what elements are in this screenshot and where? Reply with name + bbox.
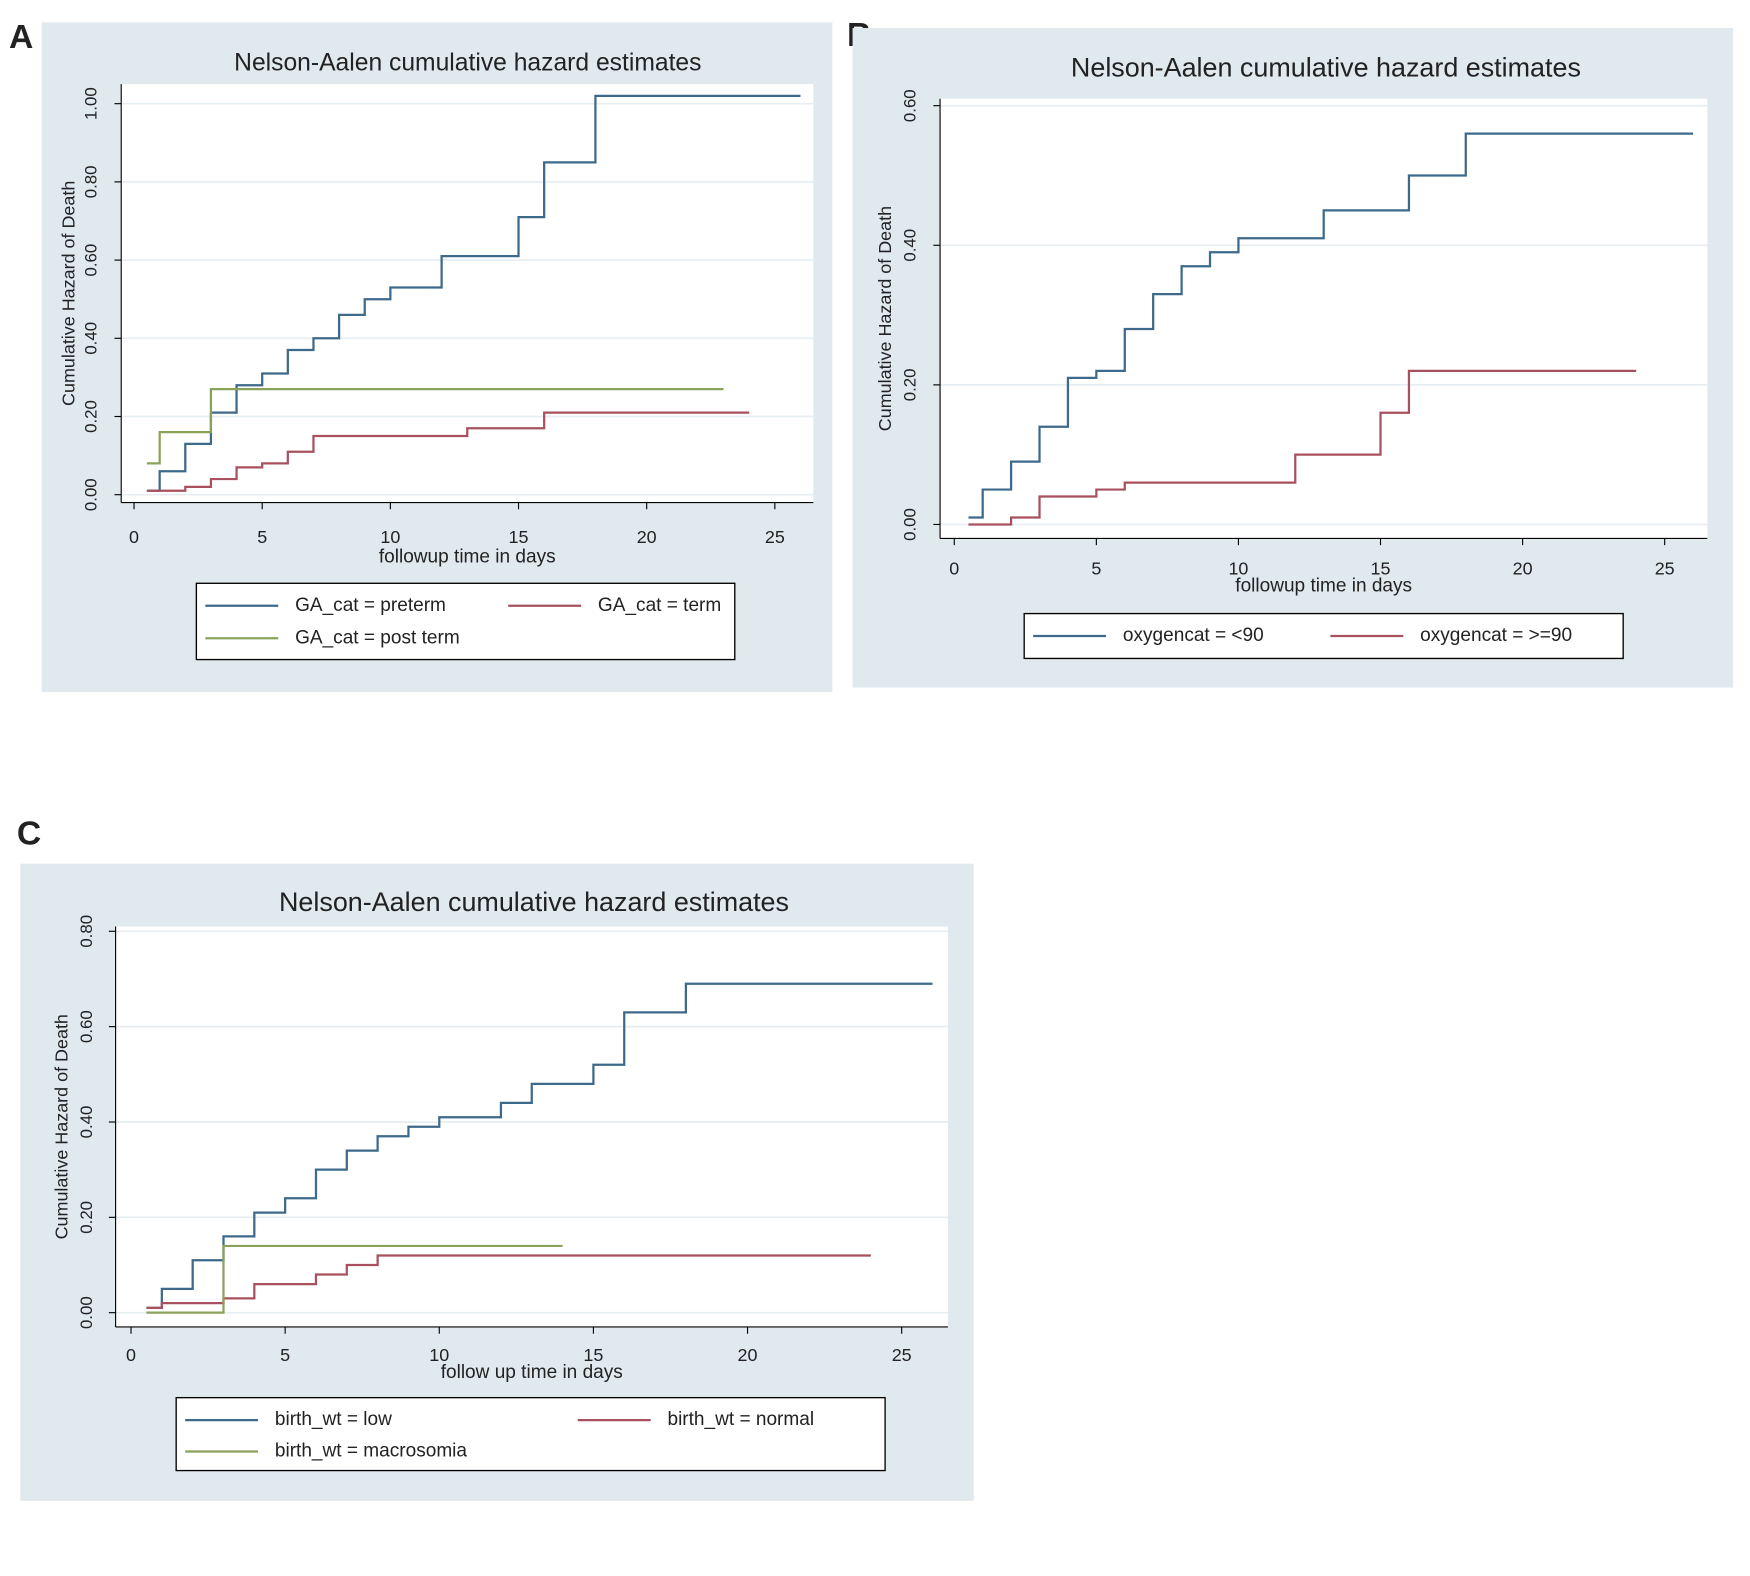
x-tick-label: 5 <box>280 1345 290 1365</box>
y-tick-label: 0.80 <box>77 915 96 948</box>
y-axis-label: Cumulative Hazard of Death <box>875 206 895 431</box>
y-tick-label: 0.40 <box>81 322 100 355</box>
y-tick-label: 1.00 <box>81 87 100 120</box>
legend-label: birth_wt = normal <box>667 1409 814 1430</box>
hazard-line <box>146 1254 871 1310</box>
x-tick-label: 15 <box>509 527 529 547</box>
x-tick-label: 20 <box>738 1345 758 1365</box>
x-tick-label: 5 <box>257 527 267 547</box>
x-tick-label: 10 <box>1228 559 1248 579</box>
legend-box <box>175 1396 886 1472</box>
legend-box <box>1023 612 1624 660</box>
x-tick-label: 20 <box>637 527 657 547</box>
legend-label: oxygencat = >=90 <box>1420 625 1572 646</box>
legend-label: oxygencat = <90 <box>1123 625 1264 646</box>
x-axis-label: follow up time in days <box>441 1362 623 1383</box>
hazard-line <box>146 1244 563 1314</box>
plot-area <box>121 84 814 503</box>
y-tick-label: 0.00 <box>900 508 919 541</box>
y-tick-label: 0.20 <box>900 369 919 402</box>
y-tick-label: 0.00 <box>77 1296 96 1329</box>
x-tick-label: 15 <box>1371 559 1391 579</box>
legend-label: birth_wt = macrosomia <box>275 1441 468 1462</box>
chart-title: Nelson-Aalen cumulative hazard estimates <box>234 49 701 76</box>
x-tick-label: 25 <box>1655 559 1675 579</box>
y-tick-label: 0.00 <box>81 478 100 511</box>
x-tick-label: 10 <box>429 1345 449 1365</box>
panel-label: A <box>9 19 33 56</box>
y-tick-label: 0.60 <box>900 89 919 122</box>
x-tick-label: 25 <box>765 527 785 547</box>
x-tick-label: 10 <box>380 527 400 547</box>
y-tick-label: 0.60 <box>81 244 100 277</box>
x-tick-label: 0 <box>129 527 139 547</box>
plot-area <box>115 926 948 1327</box>
chart-title: Nelson-Aalen cumulative hazard estimates <box>1071 53 1581 83</box>
panel: A Nelson-Aalen cumulative hazard estimate… <box>9 19 833 693</box>
y-axis-label: Cumulative Hazard of Death <box>58 181 78 406</box>
y-tick-label: 0.40 <box>900 229 919 262</box>
x-tick-label: 5 <box>1091 559 1101 579</box>
panel: C Nelson-Aalen cumulative hazard estimate… <box>17 816 974 1501</box>
chart-title: Nelson-Aalen cumulative hazard estimates <box>279 887 789 917</box>
legend-label: GA_cat = term <box>598 595 721 616</box>
plot-area <box>940 98 1708 539</box>
y-tick-label: 0.20 <box>81 400 100 433</box>
legend-label: birth_wt = low <box>275 1409 392 1430</box>
y-tick-label: 0.60 <box>77 1010 96 1043</box>
hazard-line <box>146 94 801 492</box>
panel-label: C <box>17 816 41 853</box>
hazard-line <box>968 369 1637 526</box>
x-tick-label: 25 <box>892 1345 912 1365</box>
legend-box <box>195 582 736 661</box>
x-tick-label: 0 <box>126 1345 136 1365</box>
x-axis-label: followup time in days <box>379 547 556 568</box>
legend-label: GA_cat = preterm <box>295 595 446 616</box>
hazard-line <box>968 132 1694 519</box>
y-tick-label: 0.40 <box>77 1106 96 1139</box>
legend-label: GA_cat = post term <box>295 627 460 648</box>
y-tick-label: 0.20 <box>77 1201 96 1234</box>
hazard-line <box>146 388 724 465</box>
panel: BNelson-Aalen cumulative hazard estimate… <box>847 17 1734 688</box>
hazard-line <box>146 411 750 492</box>
x-tick-label: 20 <box>1513 559 1533 579</box>
x-axis-label: followup time in days <box>1235 576 1412 597</box>
x-tick-label: 0 <box>949 559 959 579</box>
y-axis-label: Cumulative Hazard of Death <box>52 1014 72 1239</box>
x-tick-label: 15 <box>583 1345 603 1365</box>
y-tick-label: 0.80 <box>81 166 100 199</box>
